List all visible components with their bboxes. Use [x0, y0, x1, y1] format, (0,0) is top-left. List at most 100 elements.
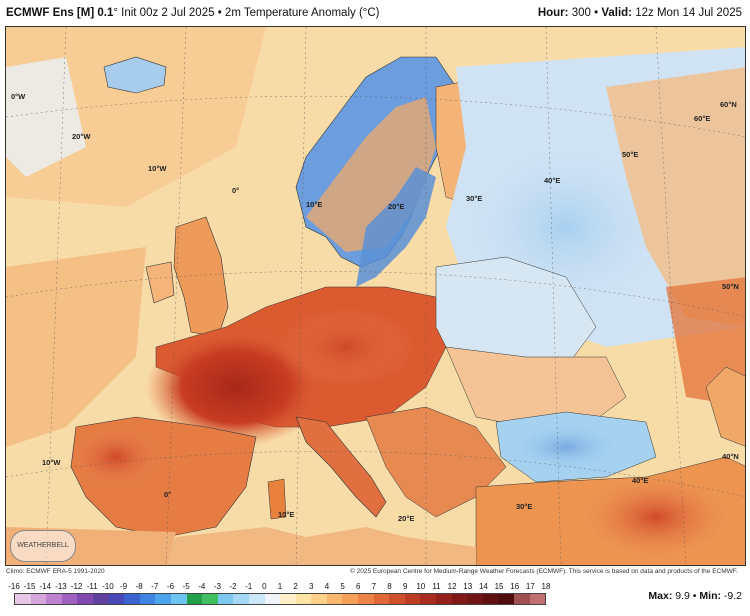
iceland [103, 56, 167, 94]
legend-swatch [389, 594, 405, 604]
legend-label: -11 [86, 582, 98, 591]
legend-label: 2 [293, 582, 298, 591]
legend-swatch [420, 594, 437, 604]
legend-label: -10 [102, 582, 114, 591]
legend-labels: -16 -15 -14 -13 -12 -11 -10 -9 -8 -7 -6 -5 -4 -3 -2 -1 0… [8, 582, 550, 592]
black-sea-cold [516, 425, 616, 469]
legend-swatch [482, 594, 499, 604]
title: ECMWF Ens [M] 0.1° Init 00z 2 Jul 2025 •… [6, 7, 380, 19]
legend-label: -12 [70, 582, 83, 591]
atlantic-pale [6, 57, 86, 177]
grid-label: 20°E [388, 202, 404, 211]
legend-label: -6 [166, 582, 175, 591]
legend-swatch [295, 594, 312, 604]
valid-info: Hour: 300 • Valid: 12z Mon 14 Jul 2025 [537, 7, 742, 19]
legend-swatch [342, 594, 359, 604]
atlantic-warm [6, 247, 146, 447]
turkey-hot-core [586, 477, 726, 557]
legend-swatch [217, 594, 234, 604]
ukraine-south [445, 346, 627, 428]
grid-label: 30°E [466, 194, 482, 203]
legend-label: -4 [198, 582, 206, 591]
legend-label: 12 [447, 582, 457, 591]
copyright-note: © 2025 European Centre for Medium-Range … [350, 568, 738, 575]
legend-swatch [155, 594, 171, 604]
legend-swatch [264, 594, 281, 604]
grid-label: 0°W [11, 92, 26, 101]
separator: • [217, 7, 222, 19]
legend-swatch [311, 594, 327, 604]
legend-label: 13 [463, 582, 473, 591]
min-label: Min: [699, 590, 721, 602]
grid-label: 10°W [42, 458, 61, 467]
color-legend [14, 593, 546, 605]
legend-swatch [514, 594, 530, 604]
legend-swatch [467, 594, 483, 604]
grid-label: 40°E [632, 476, 648, 485]
model-name: ECMWF Ens [M] 0.1 [6, 7, 114, 19]
legend-label: 10 [416, 582, 426, 591]
grid-labels: 0°W 20°W 10°W 0° 10°E 20°E 30°E 40°E 50°… [11, 92, 739, 523]
legend-swatch [233, 594, 249, 604]
legend-swatch [77, 594, 93, 604]
grid-label: 30°E [516, 502, 532, 511]
caspian-region [705, 366, 745, 447]
legend-swatch [46, 594, 62, 604]
grid-label: 10°E [278, 510, 294, 519]
legend-label: -1 [245, 582, 253, 591]
legend-swatch [202, 594, 218, 604]
legend-label: 16 [510, 582, 520, 591]
grid-label: 60°N [720, 100, 737, 109]
legend-label: 8 [387, 582, 392, 591]
legend-label: -3 [213, 582, 221, 591]
grid-label: 60°E [694, 114, 710, 123]
sardinia [267, 478, 287, 520]
legend-label: 3 [309, 582, 314, 591]
max-label: Max: [648, 590, 673, 602]
legend-label: -9 [119, 582, 128, 591]
legend-swatch [15, 594, 31, 604]
legend-swatch [30, 594, 47, 604]
legend-swatch [326, 594, 343, 604]
climo-note: Climo: ECMWF ERA-5 1991-2020 [6, 568, 105, 575]
field-name: 2m Temperature Anomaly (°C) [224, 7, 380, 19]
germany-hot-core [276, 307, 416, 387]
hour-value: 300 [571, 7, 591, 19]
baltic-sea [356, 167, 436, 287]
legend-swatch [498, 594, 514, 604]
min-value: -9.2 [723, 590, 742, 602]
grid-label: 10°W [148, 164, 167, 173]
iberia-hot-core [71, 427, 161, 487]
east-warm [606, 67, 745, 327]
legend-label: 11 [432, 582, 441, 591]
max-min-stats: Max: 9.9 • Min: -9.2 [648, 590, 742, 602]
legend-label: -13 [55, 582, 67, 591]
grid-label: 40°N [722, 452, 739, 461]
legend-label: 17 [525, 582, 535, 591]
legend-label: 9 [402, 582, 408, 591]
legend-swatch [124, 594, 140, 604]
legend-swatch [436, 594, 452, 604]
legend-swatch [280, 594, 296, 604]
mediterranean [157, 527, 476, 565]
legend-label: -2 [229, 582, 237, 591]
ireland [145, 261, 175, 304]
legend-swatch [248, 594, 265, 604]
legend-label: 7 [371, 582, 377, 591]
init-time: ° Init 00z 2 Jul 2025 [113, 7, 215, 19]
weatherbell-logo: WEATHERBELL [10, 530, 76, 562]
legend-label: 0 [262, 582, 267, 591]
grid-label: 50°N [722, 282, 739, 291]
grid-label: 20°E [398, 514, 414, 523]
legend-label: -7 [151, 582, 159, 591]
legend-swatch [186, 594, 203, 604]
legend-swatch [139, 594, 156, 604]
legend-label: 18 [541, 582, 551, 591]
grid-label: 40°E [544, 176, 560, 185]
legend-label: 1 [277, 582, 283, 591]
valid-value: 12z Mon 14 Jul 2025 [635, 7, 742, 19]
legend-swatch [358, 594, 374, 604]
grid-label: 0° [232, 186, 239, 195]
grid-label: 50°E [622, 150, 638, 159]
legend-label: -5 [182, 582, 190, 591]
